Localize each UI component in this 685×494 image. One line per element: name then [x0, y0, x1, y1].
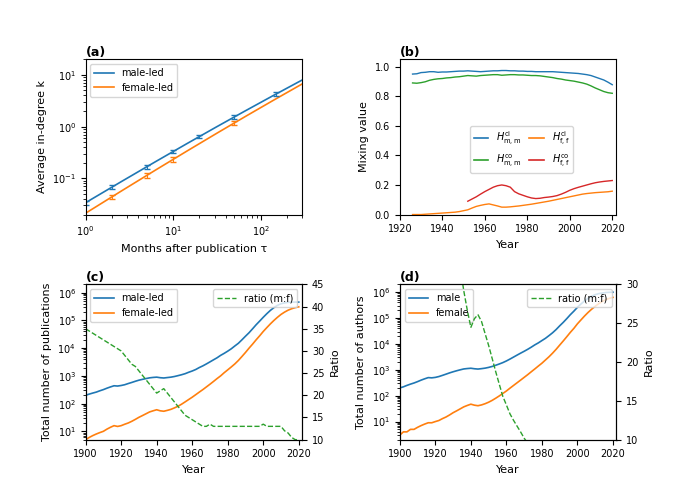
Line: ratio (m:f): ratio (m:f) [86, 329, 299, 440]
Y-axis label: Ratio: Ratio [645, 348, 654, 376]
ratio (m:f) [510, 417, 518, 423]
female [510, 382, 518, 388]
male-led [195, 365, 203, 370]
ratio (m:f) [291, 437, 299, 443]
male-led [295, 299, 303, 305]
Legend: $H^{\rm ci}_{{\rm m},{\rm m}}$, $H^{\rm co}_{{\rm m},{\rm m}}$, $H^{\rm ci}_{{\r: $H^{\rm ci}_{{\rm m},{\rm m}}$, $H^{\rm … [470, 125, 573, 173]
ratio (m:f) [445, 187, 453, 193]
Line: male-led: male-led [86, 80, 302, 203]
male [609, 289, 617, 295]
female-led [95, 202, 103, 208]
female [609, 294, 617, 300]
Legend: male-led, female-led: male-led, female-led [90, 289, 177, 322]
ratio (m:f) [132, 364, 140, 370]
male-led [156, 375, 164, 381]
male-led [279, 87, 288, 93]
Text: (d): (d) [400, 271, 421, 285]
Text: (b): (b) [400, 46, 421, 59]
X-axis label: Months after publication τ: Months after publication τ [121, 244, 267, 253]
Y-axis label: Total number of authors: Total number of authors [356, 295, 366, 429]
female-led [90, 205, 99, 211]
female-led [82, 210, 90, 216]
Y-axis label: Average in-degree k: Average in-degree k [36, 81, 47, 194]
ratio (m:f) [438, 150, 447, 156]
ratio (m:f) [124, 357, 132, 363]
male-led [82, 392, 90, 398]
Legend: ratio (m:f): ratio (m:f) [213, 289, 297, 307]
Legend: ratio (m:f): ratio (m:f) [527, 289, 612, 307]
male-led [82, 200, 90, 206]
female-led [287, 87, 295, 93]
male-led [287, 83, 295, 89]
male [396, 385, 404, 391]
female-led [156, 408, 164, 414]
X-axis label: Year: Year [497, 465, 520, 475]
X-axis label: Year: Year [497, 240, 520, 250]
male [438, 372, 447, 378]
Line: male: male [400, 292, 613, 388]
ratio (m:f) [195, 421, 203, 427]
male-led [288, 299, 296, 305]
male-led [122, 176, 130, 182]
ratio (m:f) [580, 485, 588, 491]
female-led [132, 416, 140, 422]
Y-axis label: Mixing value: Mixing value [359, 101, 369, 172]
Line: female: female [400, 297, 613, 435]
Line: female-led: female-led [86, 307, 299, 440]
Legend: male-led, female-led: male-led, female-led [90, 64, 177, 97]
female [471, 402, 479, 408]
ratio (m:f) [471, 316, 479, 322]
ratio (m:f) [266, 423, 275, 429]
male [580, 298, 588, 304]
male-led [124, 380, 132, 386]
female-led [195, 389, 203, 395]
male-led [90, 195, 99, 201]
female-led [266, 321, 275, 327]
male [510, 354, 518, 360]
X-axis label: Year: Year [182, 465, 206, 475]
female-led [124, 420, 132, 426]
ratio (m:f) [396, 0, 404, 3]
male-led [266, 307, 275, 313]
Line: male-led: male-led [86, 302, 299, 395]
ratio (m:f) [156, 388, 164, 394]
Y-axis label: Total number of publications: Total number of publications [42, 283, 52, 441]
Text: (a): (a) [86, 46, 106, 59]
female [396, 432, 404, 438]
female-led [122, 185, 130, 191]
Line: female-led: female-led [86, 84, 302, 213]
ratio (m:f) [82, 326, 90, 332]
male-led [210, 357, 218, 363]
female-led [82, 437, 90, 443]
female [438, 415, 447, 421]
Y-axis label: Ratio: Ratio [330, 348, 340, 376]
female [580, 313, 588, 319]
male [445, 370, 453, 376]
female-led [139, 174, 147, 180]
female-led [210, 378, 218, 384]
male-led [298, 77, 306, 83]
female-led [298, 81, 306, 87]
male-led [95, 192, 103, 198]
male-led [132, 378, 140, 384]
ratio (m:f) [523, 440, 532, 446]
male [523, 346, 532, 352]
female-led [279, 91, 288, 97]
ratio (m:f) [295, 437, 303, 443]
Legend: male, female: male, female [405, 289, 473, 322]
Text: (c): (c) [86, 271, 105, 285]
Line: ratio (m:f): ratio (m:f) [400, 0, 613, 494]
male-led [139, 166, 147, 172]
female [523, 371, 532, 377]
female [445, 412, 453, 418]
male [471, 366, 479, 371]
female-led [295, 304, 303, 310]
ratio (m:f) [210, 423, 218, 429]
